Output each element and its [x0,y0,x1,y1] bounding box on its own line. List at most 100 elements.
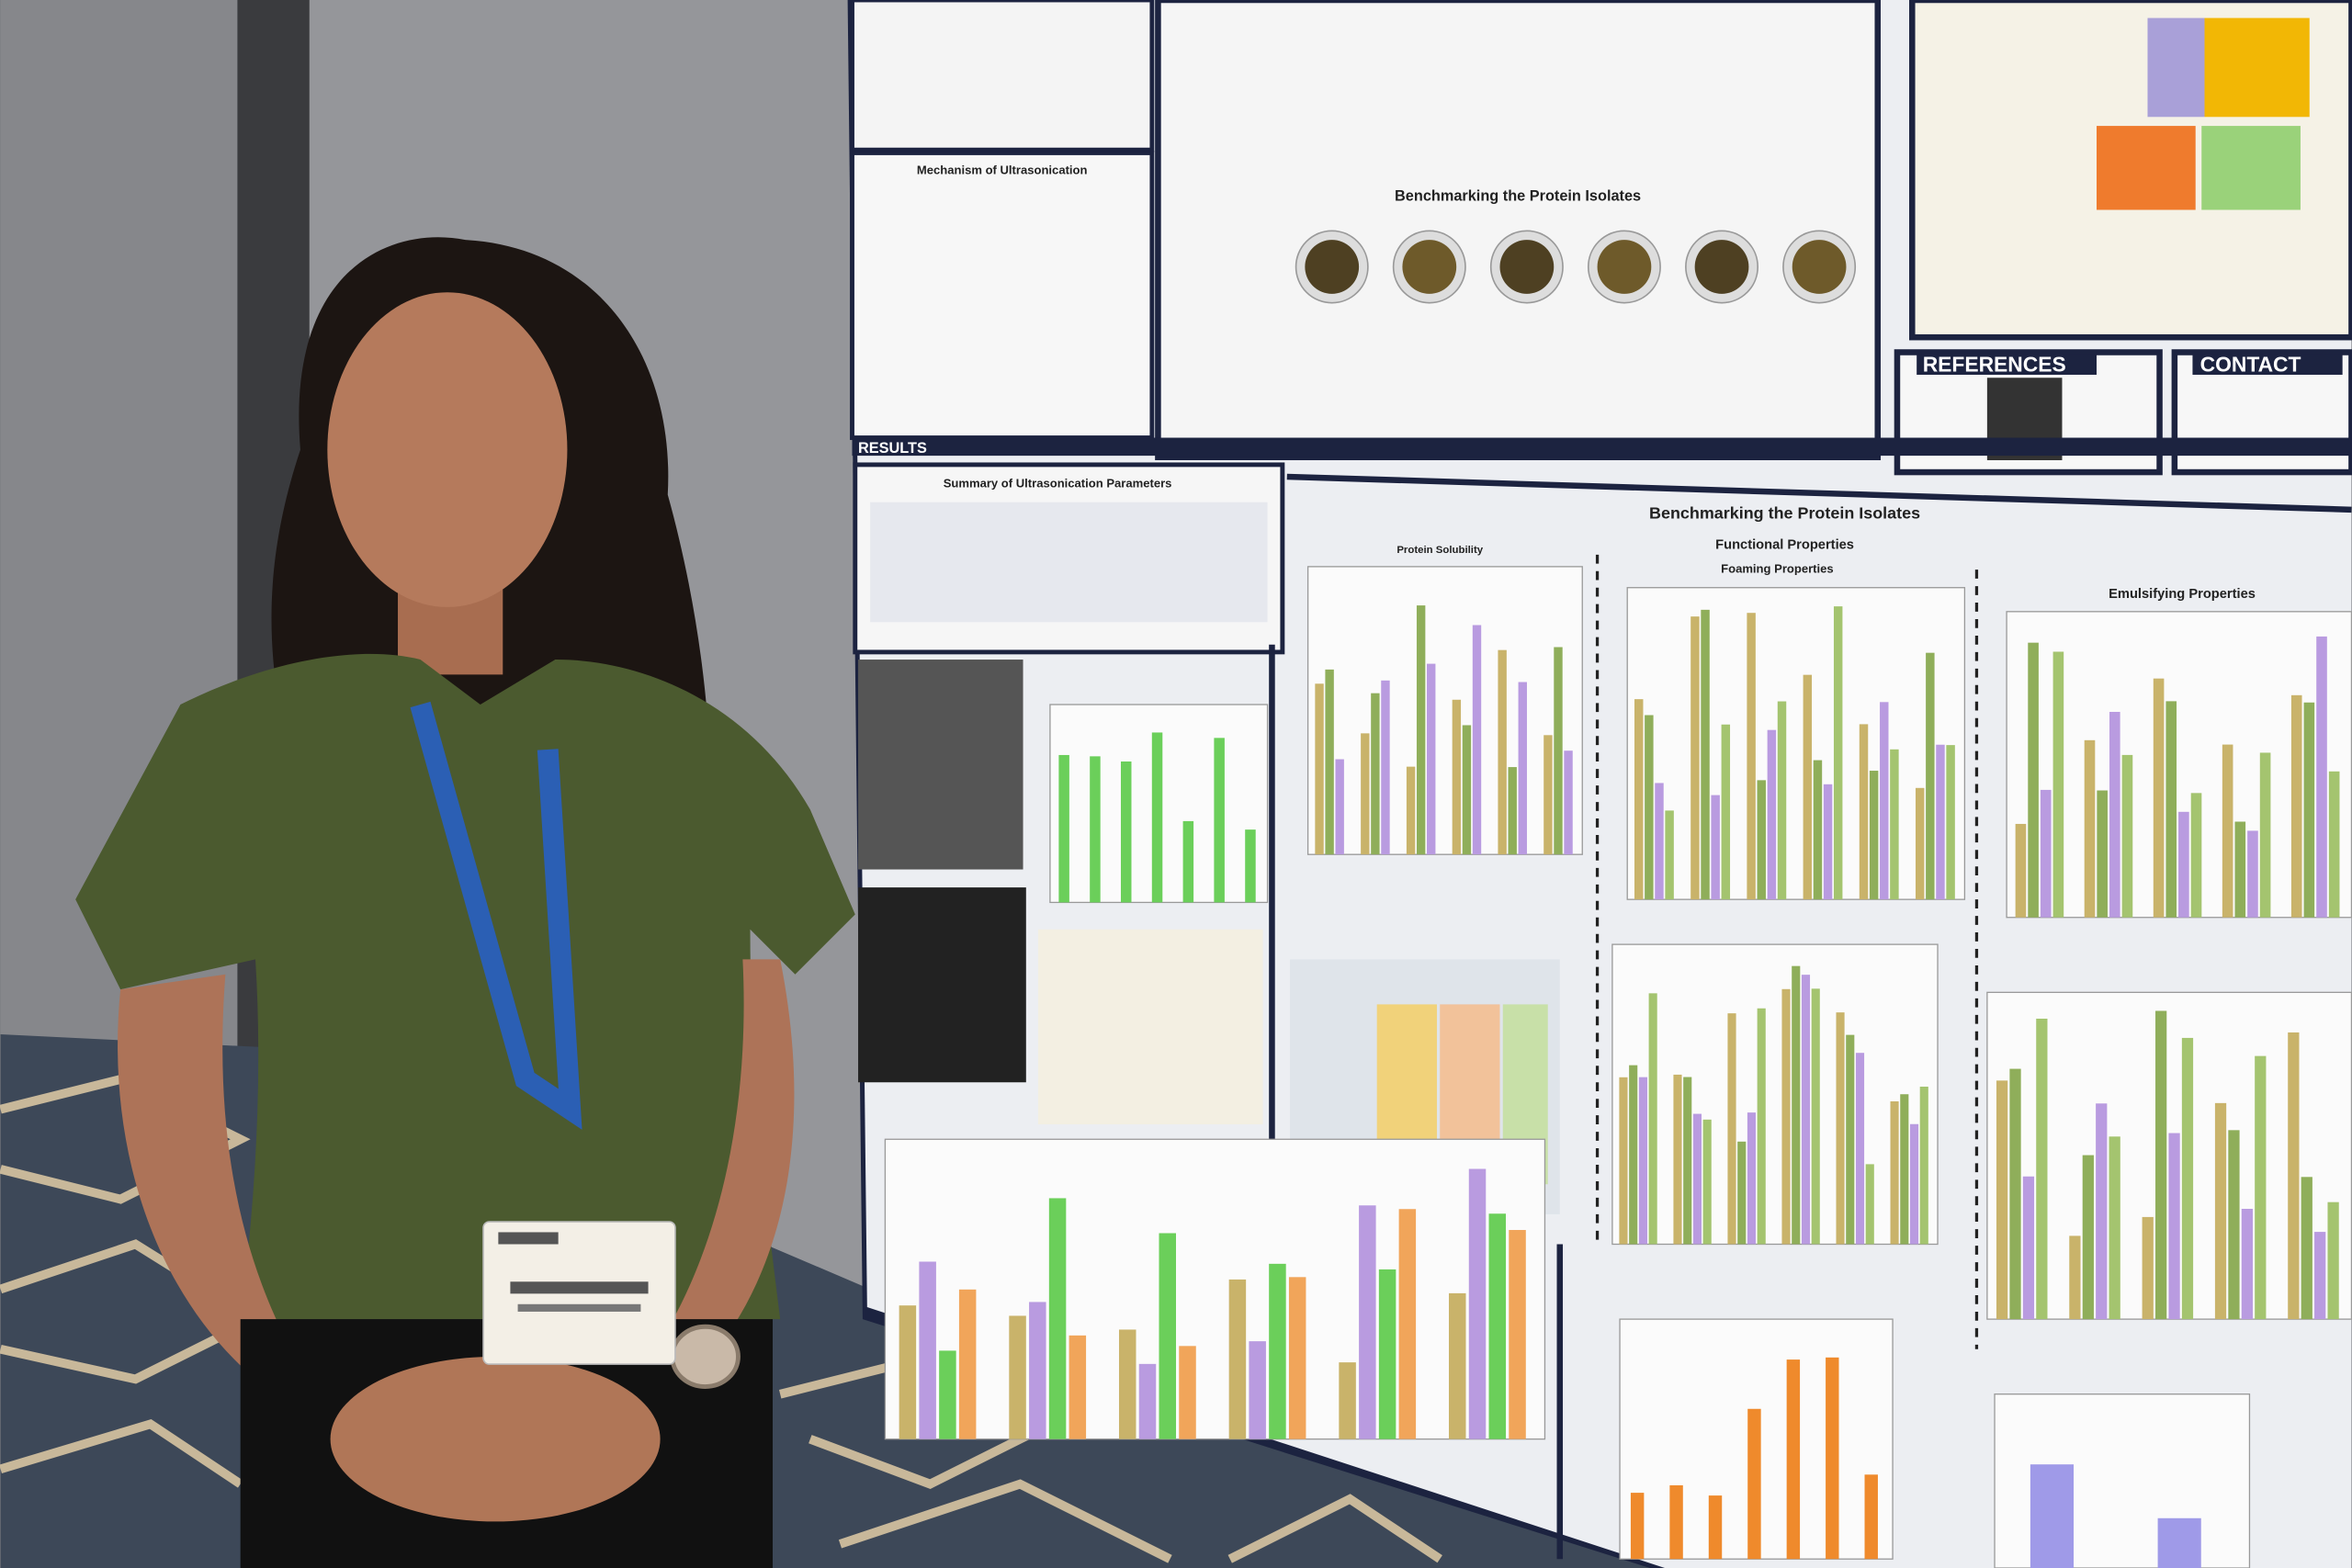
bar-shape [2040,789,2052,918]
results-heading: RESULTS [858,440,927,457]
bar-shape [1090,756,1101,903]
bar-shape [1554,647,1563,855]
bar-shape [1919,1086,1928,1245]
bar-shape [1996,1080,2008,1320]
bar-shape [1245,829,1256,903]
header-bar [2192,354,2343,375]
bar-shape [1865,1164,1874,1245]
chart-title: Emulsifying Properties [2109,587,2256,602]
bar-shape [2142,1216,2154,1320]
bar-shape [1823,784,1833,900]
watch [670,1324,741,1389]
face [327,292,568,607]
bar-shape [1767,729,1777,900]
bar-shape [1669,1484,1683,1560]
bar-shape [1118,1329,1136,1439]
bar-shape [1836,1012,1845,1245]
bar-shape [1371,693,1380,855]
gel-image [858,660,1023,870]
chart-graphics [884,566,2352,1568]
bar-shape [2153,678,2165,918]
bar-shape [2178,811,2189,918]
bar-shape [1634,699,1644,900]
bar-shape [1813,760,1823,900]
bar-shape [2121,754,2133,918]
box [2147,17,2205,118]
bar-shape [2109,711,2120,918]
panel [1155,0,1882,461]
bar-shape [958,1289,977,1439]
lanyard [410,701,582,1130]
bar-shape [1509,1230,1526,1439]
bar-shape [919,1261,936,1439]
bar-shape [1655,783,1664,900]
bar-shape [1673,1074,1682,1245]
bar-shape [1361,733,1370,855]
bar-shape [1269,1263,1286,1439]
bar-shape [1721,724,1731,900]
bar-shape [1683,1077,1692,1245]
bar-shape [1757,1008,1766,1245]
bar-shape [1869,771,1879,900]
sample [1597,240,1652,294]
bar-shape [2165,701,2177,918]
bar-shape [1339,1362,1356,1439]
bar-shape [1182,820,1194,903]
chart-area [1306,566,1583,855]
bar-shape [1472,625,1482,855]
sample-circles [1295,230,1857,304]
bar-shape [2030,1464,2075,1568]
bar-shape [1826,1357,1839,1560]
bar-shape [2241,1209,2254,1320]
bar-shape [2084,739,2096,918]
bar-shape [2222,744,2233,918]
bar-shape [1449,1292,1466,1439]
badge-text [517,1303,641,1312]
table [1037,929,1263,1124]
bar-shape [1029,1302,1046,1439]
bar-shape [1452,699,1462,855]
section-subtitle: Functional Properties [1715,537,1854,552]
bar-shape [939,1350,956,1439]
badge-logo [498,1232,559,1245]
bar-shape [2328,771,2340,918]
bar-shape [1462,725,1472,855]
bar-shape [1629,1065,1638,1245]
bar-shape [1702,1119,1712,1245]
bar-shape [1692,1113,1702,1245]
panel-title: Summary of Ultrasonication Parameters [944,476,1172,490]
bar-shape [1803,674,1813,900]
bar-shape [1792,965,1801,1245]
panel-title: Mechanism of Ultrasonication [917,163,1088,176]
bar-shape [2228,1130,2240,1320]
bar-shape [2096,1103,2108,1320]
bar-shape [1864,1474,1878,1560]
bar-shape [1690,616,1700,900]
chart-area [1611,943,1939,1246]
header-bar [852,437,2352,457]
bar-shape [1508,767,1517,855]
panel [850,0,1155,152]
person [75,237,855,1568]
references-heading: REFERENCES [1923,353,2066,377]
chart-area [1626,587,1966,900]
bar-shape [2181,1037,2194,1320]
sample [1402,240,1457,294]
bar-shape [1048,1198,1067,1439]
bar-shape [2097,790,2108,918]
bar-shape [1630,1493,1645,1560]
bar-shape [2303,702,2315,918]
bar-shape [1498,649,1507,855]
bar-shape [1890,749,1899,900]
bar-shape [2155,1010,2167,1320]
bar-shape [2234,821,2246,918]
chart-title: Foaming Properties [1721,561,1834,575]
bar-shape [1801,975,1811,1245]
bar-shape [1926,652,1935,900]
bar-shape [1398,1209,1417,1439]
bar-shape [1058,754,1069,903]
bar-shape [1665,810,1674,900]
bar-shape [2028,642,2039,918]
bar-shape [1416,605,1426,855]
